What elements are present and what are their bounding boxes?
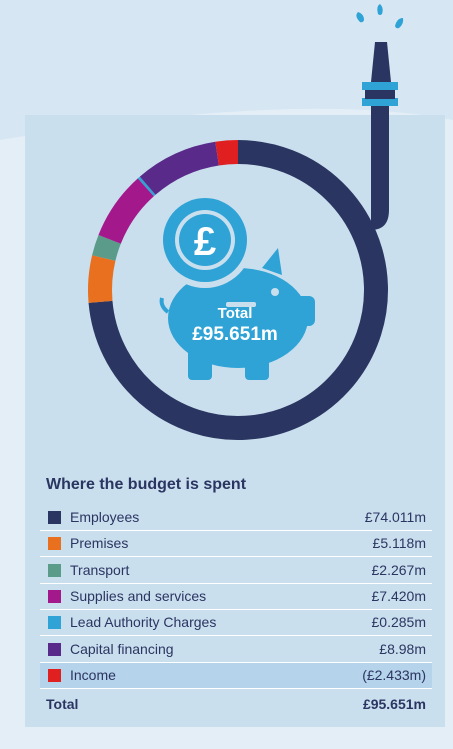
legend-label: Premises	[70, 535, 129, 552]
legend-row: Employees £74.011m	[40, 505, 432, 531]
legend-swatch	[48, 668, 61, 682]
donut-slice	[88, 140, 388, 440]
legend-label: Supplies and services	[70, 587, 207, 604]
pipe-icon	[362, 42, 398, 230]
svg-text:£: £	[194, 220, 216, 264]
legend-swatch	[48, 537, 61, 551]
legend-swatch	[48, 511, 61, 524]
total-row: Total £95.651m	[40, 691, 432, 717]
legend-value: £7.420m	[371, 587, 426, 604]
donut-slice	[88, 255, 116, 303]
legend-value: (£2.433m)	[362, 666, 426, 683]
legend-label: Employees	[70, 509, 140, 525]
center-total-label: Total	[217, 305, 253, 322]
piggy-bank-icon	[159, 248, 315, 380]
legend-value: £8.98m	[379, 640, 426, 657]
donut-slice	[137, 176, 156, 197]
legend-swatch	[48, 563, 61, 577]
legend-value: £0.285m	[371, 614, 426, 631]
legend-swatch	[48, 642, 61, 656]
water-drops-icon	[356, 4, 404, 29]
legend-row: Transport £2.267m	[40, 558, 432, 584]
total-row-label: Total	[46, 696, 79, 712]
legend-value: £2.267m	[371, 561, 426, 578]
pound-coin-icon: £	[157, 192, 253, 288]
legend-swatch	[48, 589, 61, 603]
legend-row: Supplies and services £7.420m	[40, 584, 432, 610]
total-row-value: £95.651m	[362, 696, 426, 712]
legend-label: Lead Authority Charges	[70, 614, 217, 631]
legend-swatch	[48, 616, 61, 630]
legend-row: Lead Authority Charges £0.285m	[40, 610, 432, 637]
legend-value: £5.118m	[372, 535, 426, 552]
donut-slice	[92, 234, 121, 261]
legend-value: £74.011m	[364, 509, 426, 525]
donut-slice	[98, 178, 155, 245]
legend-row: Income (£2.433m)	[40, 662, 432, 689]
legend-row: Capital financing £8.98m	[40, 637, 432, 663]
legend-label: Transport	[70, 561, 130, 578]
center-total-value: £95.651m	[192, 324, 278, 345]
legend-title: Where the budget is spent	[46, 476, 247, 493]
legend-label: Capital financing	[70, 640, 174, 657]
donut-slice	[215, 140, 239, 166]
donut-chart	[88, 140, 388, 440]
legend-row: Premises £5.118m	[40, 531, 432, 558]
legend-label: Income	[70, 666, 116, 683]
donut-slice	[139, 141, 220, 195]
